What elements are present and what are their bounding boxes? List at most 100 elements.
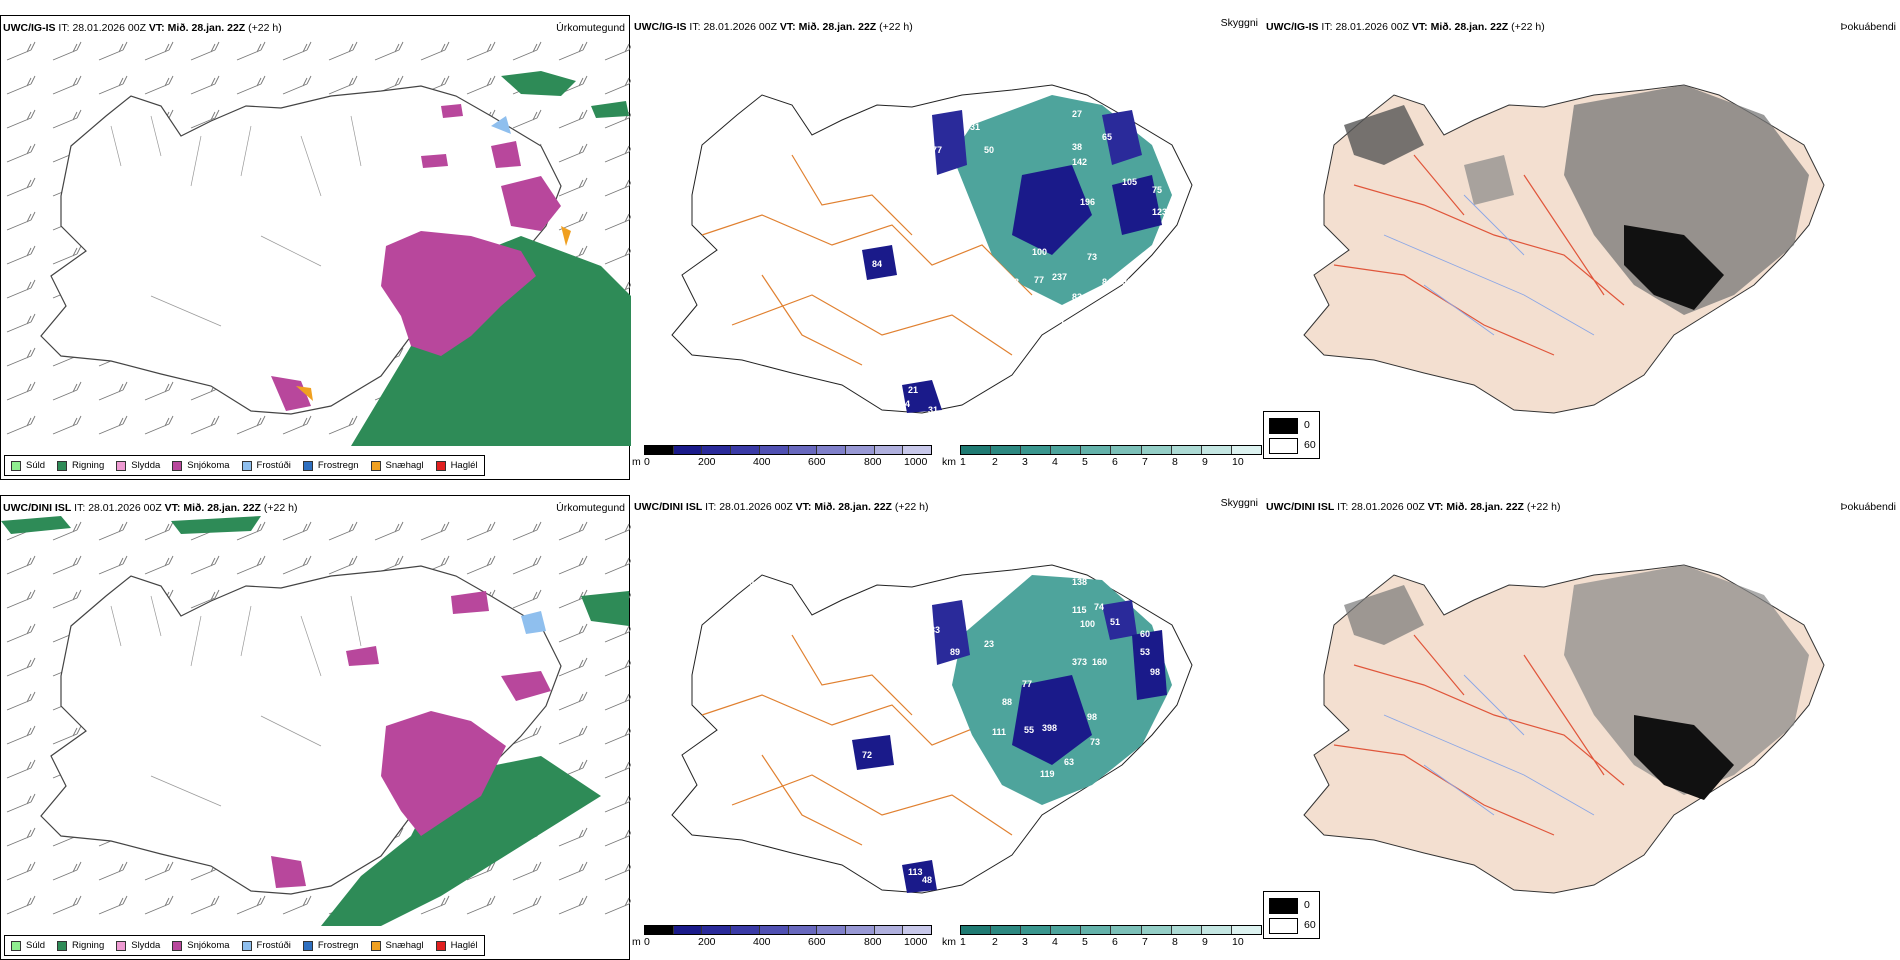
ceiling-color-step	[874, 926, 904, 934]
ceiling-color-step	[788, 446, 818, 454]
visibility-tick: 1	[960, 456, 966, 468]
legend-swatch	[241, 940, 252, 951]
visibility-color-step	[1141, 926, 1172, 934]
ceiling-tick: 400	[753, 936, 771, 948]
svg-text:119: 119	[1040, 769, 1055, 779]
ceiling-color-step	[673, 446, 703, 454]
iceland-precip-map	[1, 36, 631, 446]
ceiling-tick: 800	[864, 456, 882, 468]
fog-legend-black	[1269, 898, 1298, 914]
legend-swatch	[302, 460, 313, 471]
visibility-tick: 5	[1082, 936, 1088, 948]
visibility-color-step	[1231, 926, 1261, 934]
visibility-color-step	[1051, 446, 1082, 454]
visibility-color-step	[1081, 926, 1112, 934]
svg-text:84: 84	[1102, 277, 1112, 287]
ceiling-color-step	[645, 446, 674, 454]
visibility-color-step	[1021, 446, 1052, 454]
svg-text:63: 63	[1064, 757, 1074, 767]
panel-title: UWC/IG-IS IT: 28.01.2026 00Z VT: Mið. 28…	[634, 21, 913, 33]
visibility-tick: 9	[1202, 456, 1208, 468]
rain-area	[321, 756, 601, 926]
visibility-tick: 2	[992, 936, 998, 948]
legend-item: Rigning	[57, 460, 104, 471]
visibility-color-step	[1081, 446, 1112, 454]
legend-item: Frostregn	[302, 940, 359, 951]
svg-text:60: 60	[1140, 629, 1150, 639]
ceiling-tick: 200	[698, 456, 716, 468]
svg-text:14: 14	[900, 399, 910, 409]
visibility-color-step	[1051, 926, 1082, 934]
visibility-colorbar-strip	[960, 925, 1262, 935]
ceiling-colorbar-strip	[644, 925, 932, 935]
fog-legend-white	[1269, 438, 1298, 454]
svg-text:142: 142	[1072, 157, 1087, 167]
panel-title: UWC/DINI ISL IT: 28.01.2026 00Z VT: Mið.…	[1266, 501, 1561, 513]
visibility-color-step	[1201, 446, 1232, 454]
visibility-color-step	[991, 446, 1022, 454]
ceiling-tick: 600	[808, 936, 826, 948]
svg-text:123: 123	[1152, 207, 1167, 217]
svg-text:77: 77	[1034, 275, 1044, 285]
precip-type-panel-row2: UWC/DINI ISL IT: 28.01.2026 00Z VT: Mið.…	[0, 495, 631, 960]
visibility-panel-row2: UWC/DINI ISL IT: 28.01.2026 00Z VT: Mið.…	[632, 495, 1262, 960]
svg-text:63: 63	[924, 652, 934, 662]
visibility-color-step	[1171, 446, 1202, 454]
svg-text:31: 31	[970, 122, 980, 132]
visibility-color-step	[991, 926, 1022, 934]
iceland-visibility-map: 60 83 63 89 23 138 115 74 100 51 60 53 3…	[671, 564, 1193, 894]
visibility-tick: 10	[1232, 936, 1244, 948]
visibility-tick: 6	[1112, 936, 1118, 948]
ceiling-labels: 93 77 95 100 120 31 27 50 65 38 142 105 …	[742, 95, 1167, 415]
legend-swatch	[116, 940, 127, 951]
precip-type-panel-row1: UWC/IG-IS IT: 28.01.2026 00Z VT: Mið. 28…	[0, 15, 631, 480]
svg-text:93: 93	[742, 95, 752, 105]
visibility-tick: 4	[1052, 936, 1058, 948]
legend-item: Rigning	[57, 940, 104, 951]
legend-item: Haglél	[435, 940, 478, 951]
visibility-tick: 7	[1142, 936, 1148, 948]
svg-text:95: 95	[914, 167, 924, 177]
svg-text:111: 111	[992, 727, 1006, 737]
visibility-tick: 3	[1022, 456, 1028, 468]
svg-text:27: 27	[1072, 109, 1082, 119]
svg-text:73: 73	[1087, 252, 1097, 262]
svg-text:31: 31	[928, 405, 938, 415]
svg-text:120: 120	[952, 205, 967, 215]
ceiling-tick: 600	[808, 456, 826, 468]
legend-swatch	[435, 460, 446, 471]
ceiling-color-step	[645, 926, 674, 934]
ceiling-color-step	[817, 926, 846, 934]
fog-legend-white	[1269, 918, 1298, 934]
iceland-fog-map	[1303, 84, 1825, 414]
fog-legend-black	[1269, 418, 1298, 434]
svg-text:60: 60	[1064, 345, 1074, 355]
svg-text:55: 55	[1024, 725, 1034, 735]
svg-text:98: 98	[1150, 667, 1160, 677]
svg-text:23: 23	[984, 639, 994, 649]
legend-swatch	[116, 460, 127, 471]
ceiling-color-step	[759, 926, 789, 934]
precip-legend: Súld Rigning Slydda Snjókoma Frostúði Fr…	[4, 455, 485, 476]
svg-text:51: 51	[1110, 617, 1120, 627]
visibility-tick: 7	[1142, 456, 1148, 468]
ceiling-unit: m	[632, 936, 641, 948]
panel-variable-label: Úrkomutegund	[556, 22, 625, 34]
fog-legend: 0 60	[1263, 411, 1320, 459]
visibility-tick: 6	[1112, 456, 1118, 468]
svg-text:113: 113	[908, 867, 923, 877]
visibility-unit: km	[942, 456, 956, 468]
ceiling-tick: 0	[644, 456, 650, 468]
iceland-fog-map	[1303, 564, 1825, 894]
svg-text:21: 21	[908, 385, 918, 395]
ceiling-color-step	[731, 926, 760, 934]
legend-item: Frostúði	[241, 940, 291, 951]
ceiling-tick: 400	[753, 456, 771, 468]
ceiling-tick: 1000	[904, 936, 928, 948]
panel-title: UWC/IG-IS IT: 28.01.2026 00Z VT: Mið. 28…	[3, 22, 282, 34]
visibility-tick: 3	[1022, 936, 1028, 948]
panel-title: UWC/IG-IS IT: 28.01.2026 00Z VT: Mið. 28…	[1266, 21, 1545, 33]
legend-item: Frostúði	[241, 460, 291, 471]
panel-title: UWC/DINI ISL IT: 28.01.2026 00Z VT: Mið.…	[634, 501, 929, 513]
svg-text:196: 196	[1080, 197, 1095, 207]
